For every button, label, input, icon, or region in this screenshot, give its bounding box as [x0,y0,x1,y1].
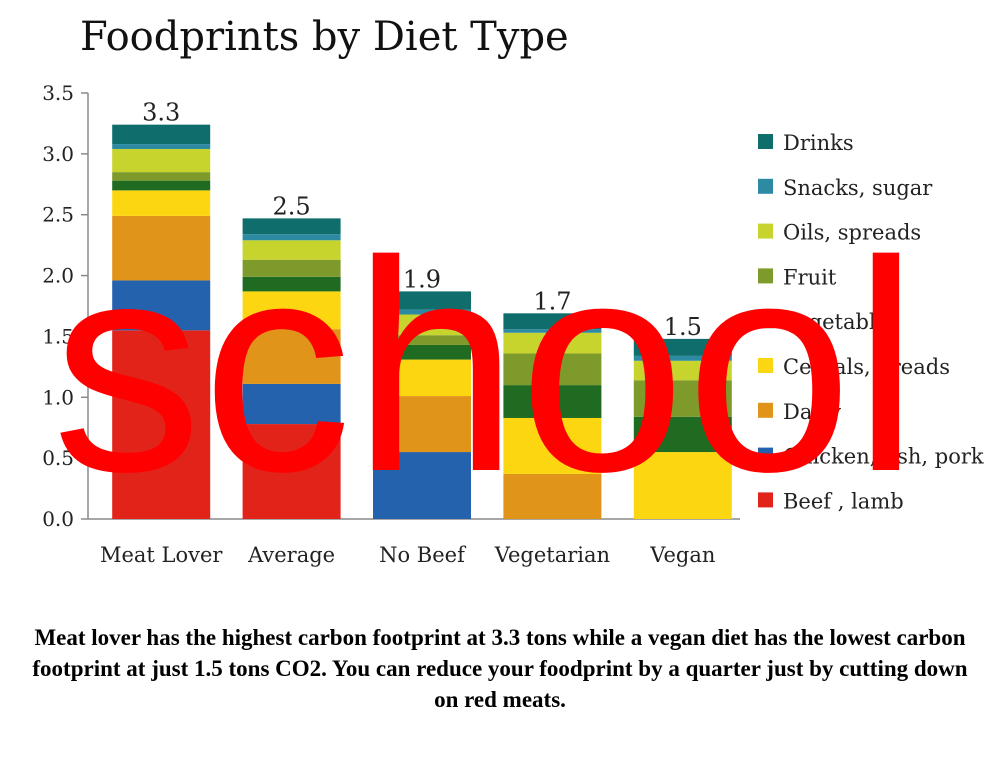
bar-segment [633,338,732,356]
legend-item: Vegetables [758,310,899,334]
watermark-text: school [52,198,919,534]
bar-segment [373,335,471,345]
bar-segment [373,396,471,453]
bar-segment [503,385,602,418]
legend-label: Chicken, fish, pork [783,445,984,469]
bar-segment [112,280,211,331]
bar-stack [373,291,471,519]
caption-text: Meat lover has the highest carbon footpr… [32,625,968,712]
bar-total-label: 3.3 [142,99,180,127]
y-axis: 0.0 0.5 1.0 1.5 2.0 2.5 3.0 3.5 [42,81,740,531]
y-tick-label: 2.5 [42,203,74,227]
x-category-label: Average [247,543,335,567]
legend-item: Snacks, sugar [758,176,933,200]
y-tick-label: 1.0 [42,385,74,409]
legend-swatch [758,134,773,149]
legend-label: Oils, spreads [783,221,921,245]
legend-swatch [758,313,773,329]
bar-segment [373,314,471,336]
chart-title: Foodprints by Diet Type [80,14,569,60]
bar-segment [503,473,602,519]
y-tick-label: 0.5 [42,446,74,470]
x-category-label: No Beef [379,543,467,567]
legend-item: Cereals, breads [758,355,950,379]
bar-segment [373,309,471,315]
bar-segment [503,329,602,333]
legend-swatch [758,178,773,194]
bar-segment [242,240,341,260]
legend-label: Drinks [783,131,854,155]
bar-segment [242,218,341,235]
bar-segment [112,215,211,281]
bar-segment [633,360,732,381]
bar-segment [633,355,732,361]
bar-segment [373,452,471,519]
y-tick-label: 3.5 [42,81,74,105]
y-tick-label: 0.0 [42,507,74,531]
legend-label: Cereals, breads [783,355,950,379]
legend-label: Vegetables [782,310,899,334]
legend-label: Snacks, sugar [783,176,933,200]
legend-swatch [758,358,773,373]
bar-segment [112,330,211,519]
bar-segment [503,353,602,386]
legend-item: Oils, spreads [758,221,921,245]
legend-swatch [758,402,773,418]
bar-segment [373,344,471,360]
legend-swatch [758,223,773,239]
bar-segment [112,190,211,216]
bar-segment [503,417,602,474]
legend-swatch [758,492,773,508]
legend-swatch [758,447,773,463]
legend-label: Dairy [783,400,841,424]
foodprints-chart: Foodprints by Diet Type 0.0 0.5 1.0 1.5 2.0 2… [42,14,984,567]
bar-stack [503,313,602,519]
bar-segment [112,124,211,145]
bar-segment [112,144,211,149]
bar-stack [112,124,211,519]
legend-label: Fruit [783,265,837,289]
bar-segment [503,313,602,330]
bar-segment [242,329,341,384]
bar-segment [112,180,211,191]
bar-total-label: 1.5 [664,313,702,341]
bar-total-label: 2.5 [273,192,311,220]
legend-label: Beef , lamb [783,489,904,513]
legend-item: Beef , lamb [758,489,904,513]
bar-segment [242,276,341,292]
y-tick-label: 3.0 [42,142,74,166]
bar-total-label: 1.9 [403,265,441,293]
bar-stacks: 3.3 Meat Lover 2.5 Average 1.9 No Beef 1.7 Vege… [100,99,732,567]
bar-segment [633,452,732,519]
bar-segment [242,424,341,519]
bar-segment [242,259,341,277]
bar-segment [503,332,602,354]
bar-segment [373,359,471,397]
legend-item: Fruit [758,265,837,289]
y-tick-label: 1.5 [42,324,74,348]
bar-segment [242,383,341,425]
bar-segment [242,234,341,241]
legend-item: Drinks [758,131,854,155]
y-tick-label: 2.0 [42,264,74,288]
legend-item: Dairy [758,400,841,424]
x-category-label: Vegan [649,543,715,567]
x-category-label: Meat Lover [100,543,223,567]
bar-segment [633,380,732,417]
bar-segment [633,416,732,453]
bar-stack [242,218,341,519]
bar-total-label: 1.7 [533,287,571,315]
legend-item: Chicken, fish, pork [758,445,984,469]
bar-segment [112,148,211,173]
legend: Drinks Snacks, sugar Oils, spreads Fruit Veg… [758,131,984,513]
bar-segment [242,291,341,330]
bar-stack [633,338,732,519]
bar-segment [112,172,211,181]
legend-swatch [758,268,773,284]
x-category-label: Vegetarian [494,543,610,567]
bar-segment [373,291,471,310]
